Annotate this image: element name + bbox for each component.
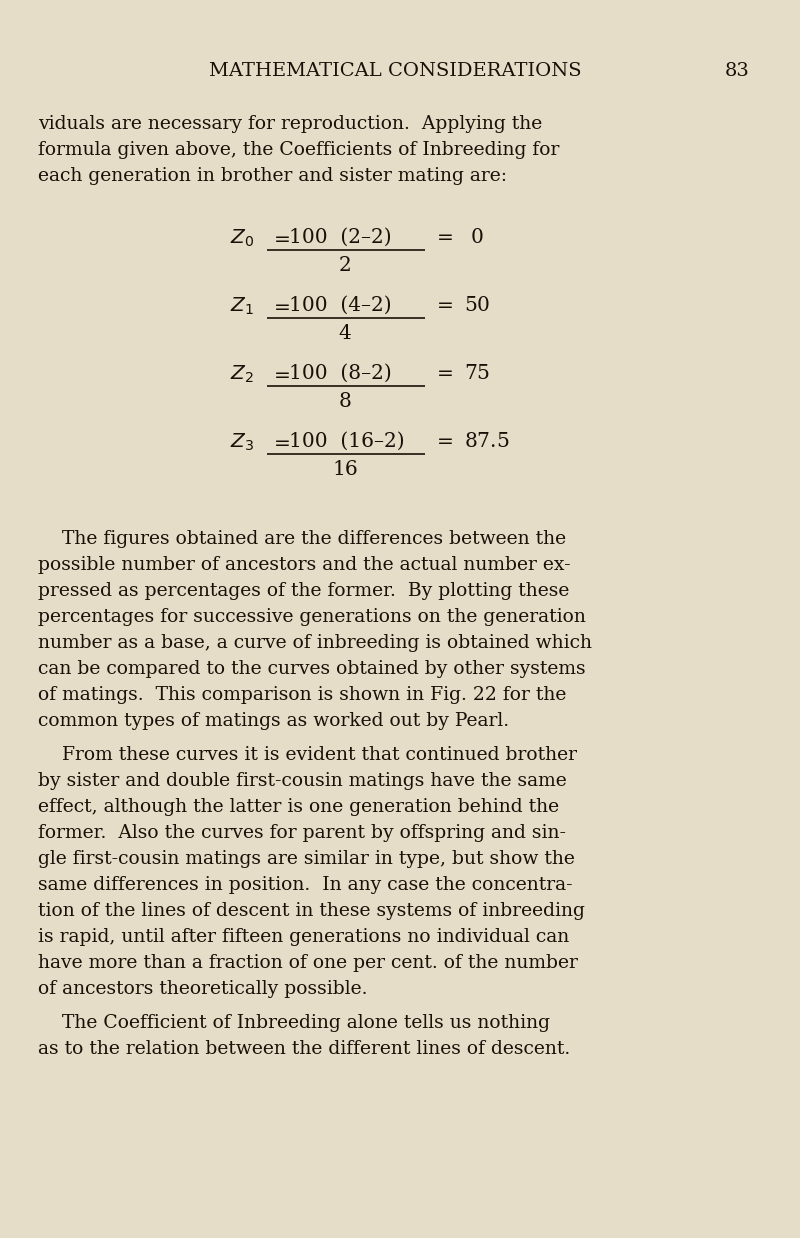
Text: 8: 8 bbox=[338, 392, 351, 411]
Text: 83: 83 bbox=[725, 62, 750, 80]
Text: $=$: $=$ bbox=[270, 296, 290, 314]
Text: The Coefficient of Inbreeding alone tells us nothing: The Coefficient of Inbreeding alone tell… bbox=[38, 1014, 550, 1032]
Text: is rapid, until after fifteen generations no individual can: is rapid, until after fifteen generation… bbox=[38, 928, 570, 946]
Text: 4: 4 bbox=[338, 324, 351, 343]
Text: viduals are necessary for reproduction.  Applying the: viduals are necessary for reproduction. … bbox=[38, 115, 542, 132]
Text: each generation in brother and sister mating are:: each generation in brother and sister ma… bbox=[38, 167, 507, 184]
Text: gle first-cousin matings are similar in type, but show the: gle first-cousin matings are similar in … bbox=[38, 851, 575, 868]
Text: 100  (2–2): 100 (2–2) bbox=[289, 228, 392, 248]
Text: $Z_{1}$: $Z_{1}$ bbox=[230, 296, 254, 317]
Text: From these curves it is evident that continued brother: From these curves it is evident that con… bbox=[38, 747, 577, 764]
Text: can be compared to the curves obtained by other systems: can be compared to the curves obtained b… bbox=[38, 660, 586, 678]
Text: 100  (8–2): 100 (8–2) bbox=[289, 364, 392, 383]
Text: $Z_{0}$: $Z_{0}$ bbox=[230, 228, 254, 249]
Text: $=$: $=$ bbox=[270, 364, 290, 383]
Text: $=$ 87.5: $=$ 87.5 bbox=[433, 432, 510, 451]
Text: 100  (4–2): 100 (4–2) bbox=[289, 296, 392, 314]
Text: 2: 2 bbox=[338, 256, 351, 275]
Text: possible number of ancestors and the actual number ex-: possible number of ancestors and the act… bbox=[38, 556, 570, 574]
Text: same differences in position.  In any case the concentra-: same differences in position. In any cas… bbox=[38, 877, 573, 894]
Text: of matings.  This comparison is shown in Fig. 22 for the: of matings. This comparison is shown in … bbox=[38, 686, 566, 704]
Text: by sister and double first-cousin matings have the same: by sister and double first-cousin mating… bbox=[38, 773, 566, 790]
Text: have more than a fraction of one per cent. of the number: have more than a fraction of one per cen… bbox=[38, 954, 578, 972]
Text: effect, although the latter is one generation behind the: effect, although the latter is one gener… bbox=[38, 799, 559, 816]
Text: tion of the lines of descent in these systems of inbreeding: tion of the lines of descent in these sy… bbox=[38, 903, 585, 920]
Text: $Z_{2}$: $Z_{2}$ bbox=[230, 364, 254, 385]
Text: pressed as percentages of the former.  By plotting these: pressed as percentages of the former. By… bbox=[38, 582, 570, 600]
Text: 16: 16 bbox=[332, 461, 358, 479]
Text: formula given above, the Coefficients of Inbreeding for: formula given above, the Coefficients of… bbox=[38, 141, 559, 158]
Text: of ancestors theoretically possible.: of ancestors theoretically possible. bbox=[38, 980, 367, 998]
Text: as to the relation between the different lines of descent.: as to the relation between the different… bbox=[38, 1040, 570, 1058]
Text: percentages for successive generations on the generation: percentages for successive generations o… bbox=[38, 608, 586, 626]
Text: $=$ 50: $=$ 50 bbox=[433, 296, 490, 314]
Text: $Z_{3}$: $Z_{3}$ bbox=[230, 432, 254, 453]
Text: number as a base, a curve of inbreeding is obtained which: number as a base, a curve of inbreeding … bbox=[38, 634, 592, 652]
Text: former.  Also the curves for parent by offspring and sin-: former. Also the curves for parent by of… bbox=[38, 825, 566, 842]
Text: common types of matings as worked out by Pearl.: common types of matings as worked out by… bbox=[38, 712, 509, 730]
Text: MATHEMATICAL CONSIDERATIONS: MATHEMATICAL CONSIDERATIONS bbox=[209, 62, 582, 80]
Text: $=$ 75: $=$ 75 bbox=[433, 364, 490, 383]
Text: $=$  0: $=$ 0 bbox=[433, 228, 484, 248]
Text: The figures obtained are the differences between the: The figures obtained are the differences… bbox=[38, 530, 566, 548]
Text: 100  (16–2): 100 (16–2) bbox=[289, 432, 405, 451]
Text: $=$: $=$ bbox=[270, 432, 290, 451]
Text: $=$: $=$ bbox=[270, 228, 290, 248]
